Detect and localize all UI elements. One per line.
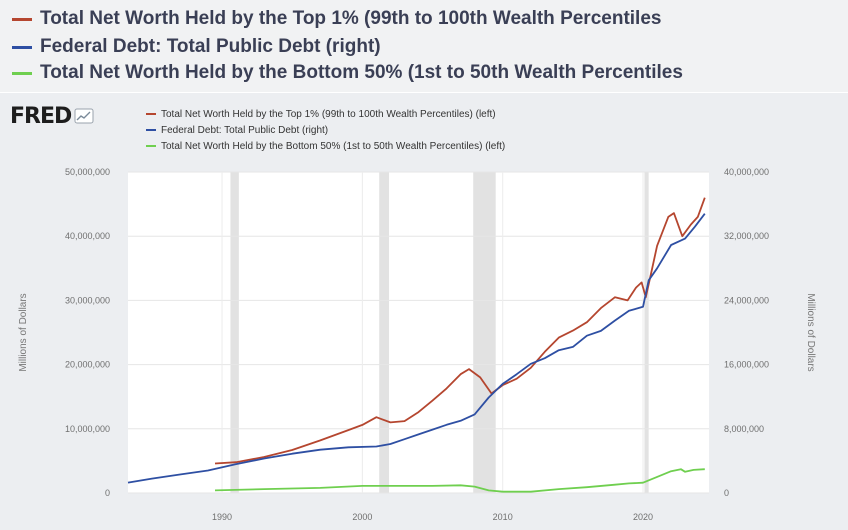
legend-swatch-debt — [12, 45, 32, 49]
header-legend-label: Total Net Worth Held by the Top 1% (99th… — [40, 8, 662, 29]
header-legend-debt: Federal Debt: Total Public Debt (right) — [12, 34, 381, 60]
legend-swatch-bottom50 — [146, 145, 156, 147]
plot-area — [128, 172, 709, 493]
chart-legend-label: Total Net Worth Held by the Top 1% (99th… — [161, 108, 496, 120]
chart-legend-label: Total Net Worth Held by the Bottom 50% (… — [161, 140, 506, 152]
series-line-2 — [214, 468, 705, 493]
x-tick-label: 2010 — [493, 512, 513, 522]
y-tick-label-right: 40,000,000 — [724, 167, 769, 177]
y-axis-title-right: Millions of Dollars — [805, 293, 816, 371]
x-tick-label: 2020 — [633, 512, 653, 522]
chart-legend-item: Federal Debt: Total Public Debt (right) — [146, 122, 505, 138]
recession-band — [473, 172, 496, 493]
fred-logo[interactable]: FRED — [10, 103, 94, 129]
y-tick-label-left: 0 — [105, 488, 110, 498]
y-tick-label-left: 30,000,000 — [65, 295, 110, 305]
header-legend-label: Total Net Worth Held by the Bottom 50% (… — [40, 62, 683, 83]
header-legend-label: Federal Debt: Total Public Debt (right) — [40, 36, 381, 57]
legend-swatch-top1 — [12, 17, 32, 21]
chart-legend-item: Total Net Worth Held by the Top 1% (99th… — [146, 106, 505, 122]
line-chart-icon — [74, 108, 94, 124]
x-tick-label: 2000 — [352, 512, 372, 522]
y-tick-label-right: 8,000,000 — [724, 424, 764, 434]
recession-band — [379, 172, 390, 493]
chart-legend-label: Federal Debt: Total Public Debt (right) — [161, 124, 329, 136]
chart-legend: Total Net Worth Held by the Top 1% (99th… — [146, 106, 505, 154]
series-line-1 — [127, 213, 706, 484]
y-tick-label-left: 50,000,000 — [65, 167, 110, 177]
y-tick-label-left: 20,000,000 — [65, 360, 110, 370]
recession-band — [644, 172, 649, 493]
y-tick-label-right: 24,000,000 — [724, 295, 769, 305]
legend-swatch-debt — [146, 129, 156, 131]
chart-legend-item: Total Net Worth Held by the Bottom 50% (… — [146, 138, 505, 154]
legend-swatch-top1 — [146, 113, 156, 115]
header-legend-bottom50: Total Net Worth Held by the Bottom 50% (… — [12, 60, 683, 86]
y-tick-label-left: 10,000,000 — [65, 424, 110, 434]
header-legend-top1: Total Net Worth Held by the Top 1% (99th… — [12, 6, 661, 32]
y-tick-label-left: 40,000,000 — [65, 231, 110, 241]
series-line-0 — [214, 197, 706, 465]
y-tick-label-right: 16,000,000 — [724, 360, 769, 370]
legend-swatch-bottom50 — [12, 71, 32, 75]
header-legend: Total Net Worth Held by the Top 1% (99th… — [0, 0, 848, 92]
fred-logo-text: FRED — [10, 103, 72, 129]
x-tick-label: 1990 — [212, 512, 232, 522]
y-axis-title-left: Millions of Dollars — [18, 293, 29, 371]
recession-band — [230, 172, 239, 493]
y-tick-label-right: 32,000,000 — [724, 231, 769, 241]
y-tick-label-right: 0 — [724, 488, 729, 498]
